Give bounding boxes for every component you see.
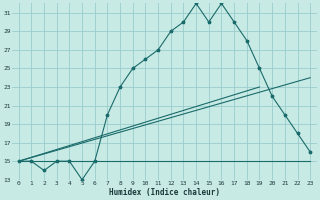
X-axis label: Humidex (Indice chaleur): Humidex (Indice chaleur) <box>109 188 220 197</box>
